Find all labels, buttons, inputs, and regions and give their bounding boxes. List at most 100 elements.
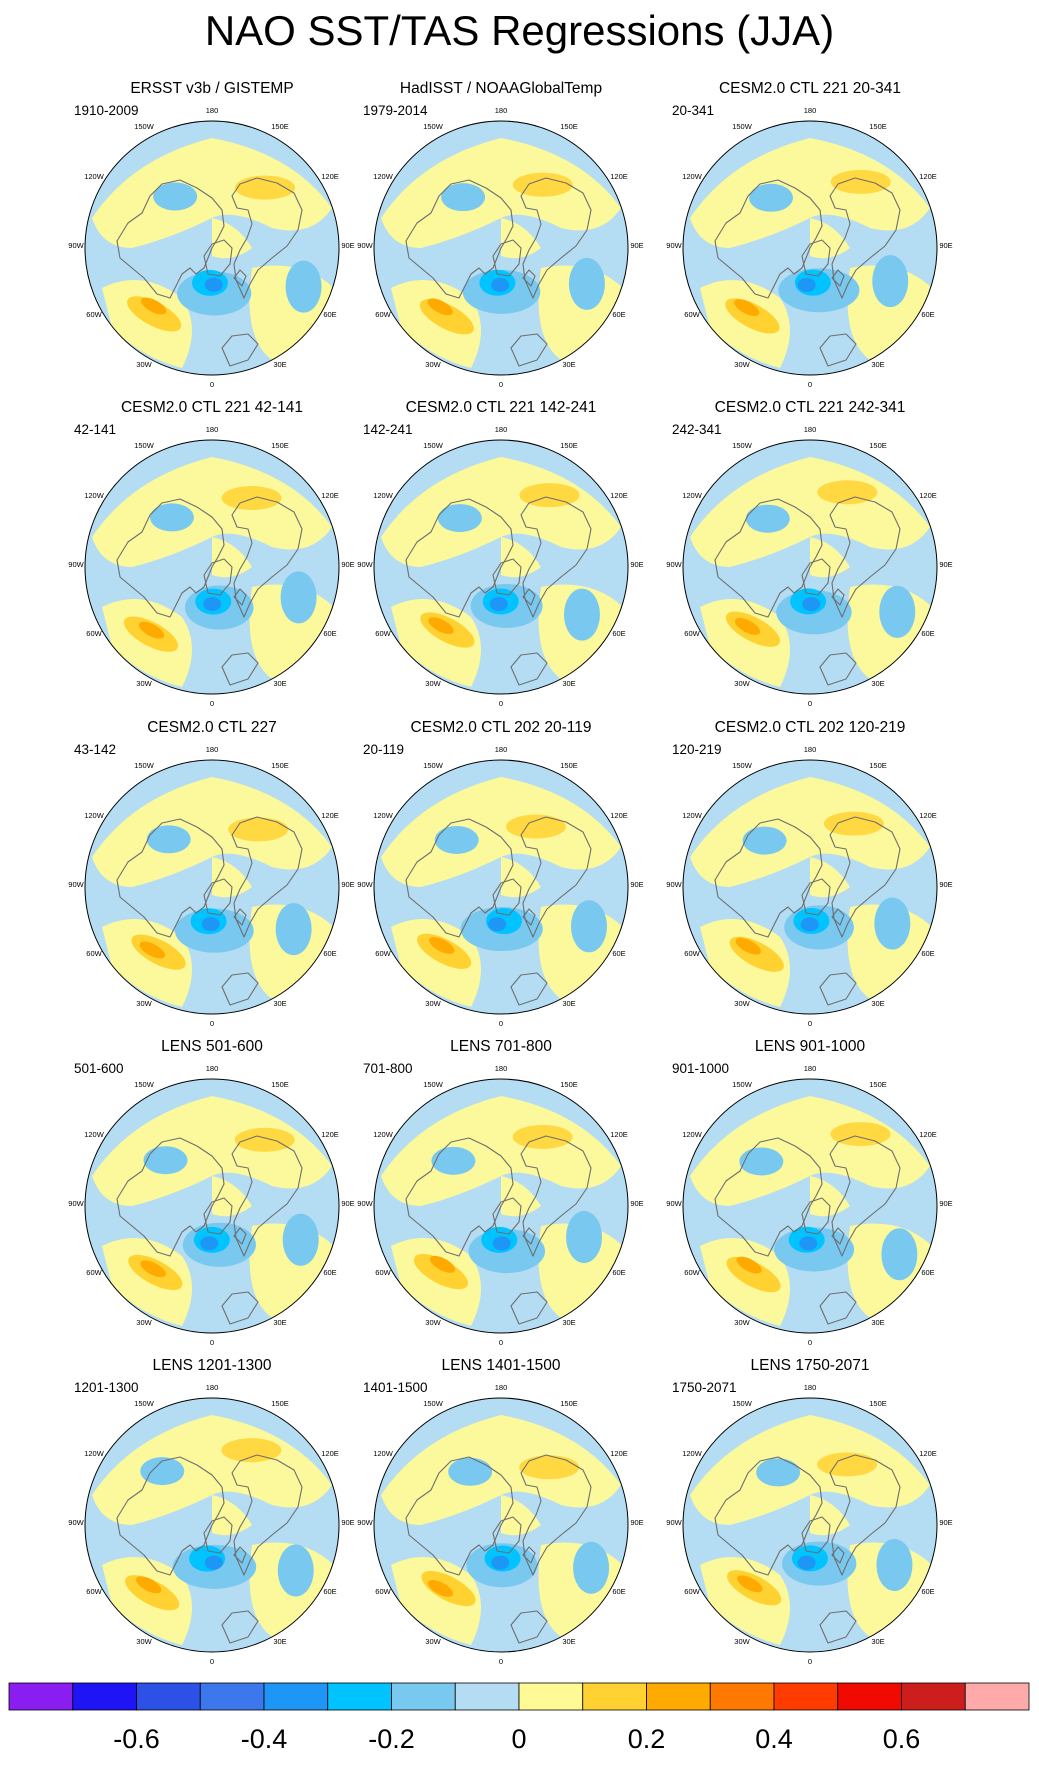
longitude-label: 90W — [68, 241, 84, 250]
longitude-label: 120E — [610, 172, 628, 181]
colorbar-swatch — [8, 1682, 74, 1711]
longitude-label: 120E — [321, 491, 339, 500]
coastline — [405, 498, 514, 618]
map-panel: LENS 1750-2071 180 150E 120E 90E 60E 30E 0 30W 60… — [660, 1355, 960, 1673]
longitude-label: 30E — [273, 360, 286, 369]
polar-map: 180 150E 120E 90E 60E 30E 0 30W 60W 90W 120W 150W — [68, 106, 354, 389]
coastline — [231, 816, 303, 938]
polar-map: 180 150E 120E 90E 60E 30E 0 30W 60W 90W 120W 150W — [68, 1383, 354, 1666]
colorbar-swatch — [518, 1682, 584, 1711]
polar-map: 180 150E 120E 90E 60E 30E 0 30W 60W 90W 120W 150W — [68, 425, 354, 708]
longitude-label: 150W — [134, 1399, 155, 1408]
longitude-label: 60W — [86, 949, 102, 958]
colorbar-swatch — [646, 1682, 711, 1711]
longitude-label: 180 — [206, 745, 219, 754]
longitude-label: 90E — [341, 880, 354, 889]
colorbar-swatch — [454, 1682, 520, 1711]
longitude-label: 60E — [921, 629, 934, 638]
colorbar-swatch — [72, 1682, 137, 1711]
longitude-label: 0 — [210, 1657, 214, 1666]
longitude-label: 90W — [666, 1199, 682, 1208]
longitude-label: 150W — [134, 441, 155, 450]
longitude-label: 0 — [210, 380, 214, 389]
longitude-label: 90W — [666, 1518, 682, 1527]
coastline — [831, 588, 845, 606]
coastline — [829, 816, 901, 938]
coastline — [116, 818, 225, 938]
longitude-label: 60W — [684, 1268, 700, 1277]
longitude-label: 150E — [560, 441, 578, 450]
coastline — [492, 878, 522, 916]
colorbar-label: 0.2 — [628, 1724, 666, 1754]
longitude-label: 150W — [423, 441, 444, 450]
longitude-label: 30E — [273, 679, 286, 688]
polar-map: 180 150E 120E 90E 60E 30E 0 30W 60W 90W 120W 150W — [357, 1383, 643, 1666]
longitude-label: 90E — [630, 880, 643, 889]
longitude-label: 90W — [357, 1518, 373, 1527]
panel-period: 42-141 — [74, 422, 117, 437]
longitude-label: 90E — [939, 1518, 952, 1527]
longitude-label: 60E — [921, 1587, 934, 1596]
colorbar-label: -0.4 — [241, 1724, 288, 1754]
coastline — [520, 1135, 592, 1257]
anomaly-field — [374, 1079, 628, 1333]
longitude-label: 150E — [271, 1399, 289, 1408]
coastline — [520, 1454, 592, 1576]
longitude-label: 60W — [375, 310, 391, 319]
map-panel: LENS 501-600 180 150E 120E 90E 60E 30E 0 30W 60W 9… — [62, 1036, 362, 1354]
longitude-label: 120W — [84, 491, 105, 500]
longitude-label: 120W — [682, 1130, 703, 1139]
longitude-label: 60E — [612, 310, 625, 319]
longitude-label: 30W — [425, 1318, 441, 1327]
longitude-label: 90E — [341, 241, 354, 250]
longitude-label: 30E — [871, 360, 884, 369]
coastline — [510, 333, 548, 367]
longitude-label: 30W — [136, 999, 152, 1008]
panel-title: HadISST / NOAAGlobalTemp — [399, 80, 603, 97]
longitude-label: 90W — [666, 880, 682, 889]
colorbar-swatch — [582, 1682, 647, 1711]
longitude-label: 120E — [610, 1130, 628, 1139]
longitude-label: 180 — [804, 1383, 817, 1392]
longitude-label: 150E — [869, 1080, 887, 1089]
longitude-label: 30W — [425, 679, 441, 688]
polar-map: 180 150E 120E 90E 60E 30E 0 30W 60W 90W 120W 150W — [357, 745, 643, 1028]
longitude-label: 0 — [210, 699, 214, 708]
longitude-label: 90W — [357, 1199, 373, 1208]
coastline — [116, 498, 225, 618]
longitude-label: 0 — [808, 1657, 812, 1666]
longitude-label: 150W — [134, 1080, 155, 1089]
longitude-label: 120W — [373, 172, 394, 181]
panel-title: CESM2.0 CTL 221 142-241 — [405, 399, 597, 416]
longitude-label: 150W — [423, 122, 444, 131]
longitude-label: 60E — [323, 1587, 336, 1596]
longitude-label: 60E — [323, 629, 336, 638]
colorbar-swatch — [964, 1682, 1030, 1711]
coastline — [714, 1456, 823, 1576]
coastline — [231, 1454, 303, 1576]
coastline — [492, 239, 522, 277]
longitude-label: 120W — [373, 1449, 394, 1458]
longitude-label: 30W — [136, 1318, 152, 1327]
longitude-label: 180 — [804, 425, 817, 434]
coastline — [231, 177, 303, 299]
longitude-label: 120E — [610, 491, 628, 500]
longitude-label: 30W — [734, 999, 750, 1008]
longitude-label: 0 — [808, 699, 812, 708]
coastline — [819, 652, 857, 686]
colorbar-swatch — [773, 1682, 839, 1711]
map-boundary — [682, 1397, 938, 1653]
longitude-label: 180 — [495, 106, 508, 115]
map-panel: CESM2.0 CTL 221 20-341 180 150E 120E 90E 60E 3… — [660, 78, 960, 396]
longitude-label: 30W — [136, 1637, 152, 1646]
map-panel: CESM2.0 CTL 202 20-119 180 150E 120E 90E 60E 3… — [351, 717, 651, 1035]
longitude-label: 180 — [804, 106, 817, 115]
coastline — [714, 179, 823, 299]
longitude-label: 30E — [562, 1637, 575, 1646]
map-panel: CESM2.0 CTL 227 180 150E 120E 90E 60E 30E 0 30W 6… — [62, 717, 362, 1035]
map-panel: LENS 1201-1300 180 150E 120E 90E 60E 30E 0 30W 60… — [62, 1355, 362, 1673]
anomaly-field — [374, 1398, 628, 1652]
longitude-label: 30W — [425, 1637, 441, 1646]
map-boundary — [84, 120, 340, 376]
panel-title: CESM2.0 CTL 202 120-219 — [714, 719, 906, 736]
